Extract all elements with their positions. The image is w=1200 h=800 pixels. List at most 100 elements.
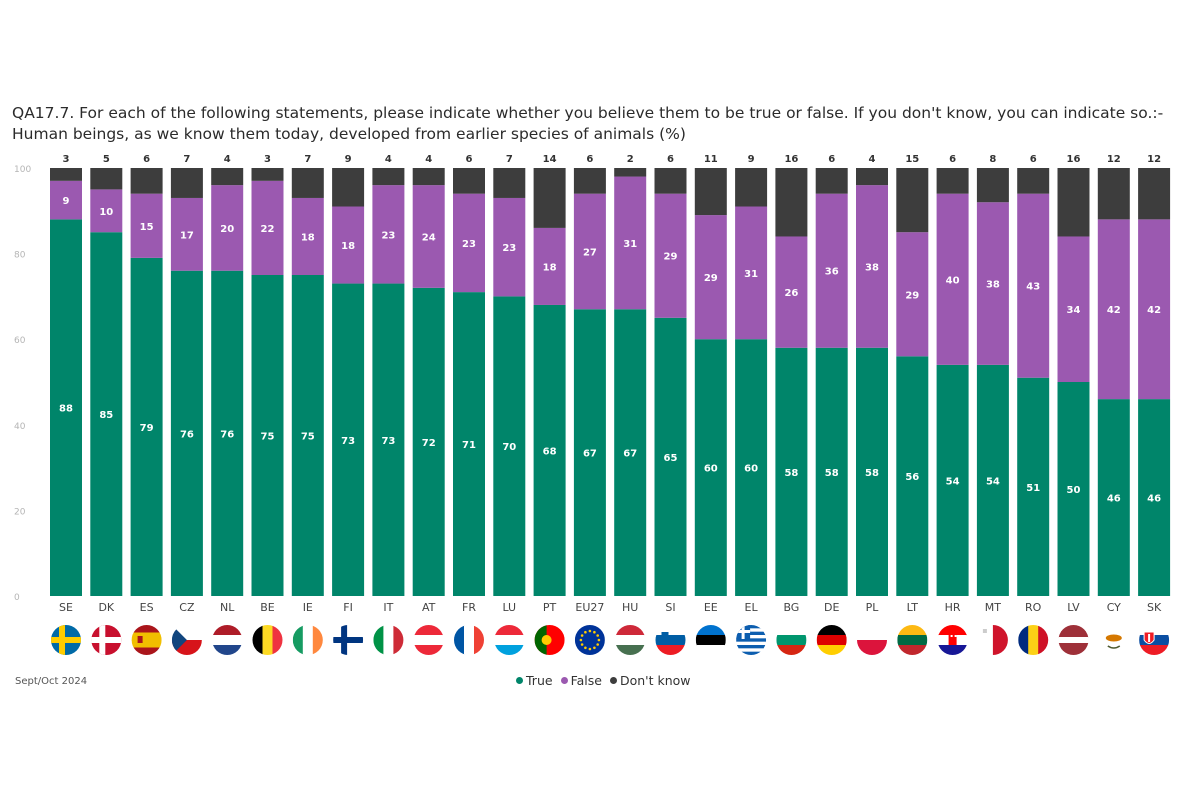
bar-group-bg: 58 26 16 bbox=[775, 154, 808, 596]
bar-false-cy bbox=[1097, 219, 1130, 400]
bar-dont-know-pt bbox=[533, 168, 566, 228]
bar-group-dk: 85 10 5 bbox=[90, 154, 123, 596]
x-tick-label: EE bbox=[704, 601, 718, 614]
x-tick-label: LV bbox=[1067, 601, 1080, 614]
bar-group-se: 88 9 3 bbox=[50, 154, 82, 597]
bar-true-ie bbox=[291, 275, 324, 596]
flag-lt-icon bbox=[897, 625, 928, 655]
bar-group-pl: 58 38 4 bbox=[856, 154, 888, 596]
bar-dont-know-se bbox=[50, 168, 82, 181]
data-label-false: 42 bbox=[1107, 305, 1121, 316]
data-label-true: 50 bbox=[1067, 485, 1081, 496]
x-tick-label: FR bbox=[462, 601, 476, 614]
legend-item-false: False bbox=[560, 673, 602, 688]
data-label-false: 38 bbox=[986, 280, 1000, 291]
bar-true-fi bbox=[332, 283, 365, 596]
flag-lv-icon bbox=[1058, 625, 1089, 655]
x-tick-label: EU27 bbox=[575, 601, 604, 614]
data-label-dont-know: 7 bbox=[304, 154, 311, 165]
x-axis: SE DK ES CZ NL BE IE FI IT AT FR LU PT EU27 HU SI EE EL BG… bbox=[59, 601, 1162, 614]
x-tick-label: PT bbox=[543, 601, 557, 614]
bar-dont-know-be bbox=[251, 168, 284, 181]
bar-group-mt: 54 38 8 bbox=[976, 154, 1009, 596]
x-tick-label: IT bbox=[383, 601, 393, 614]
bar-false-hu bbox=[614, 176, 647, 310]
x-tick-label: EL bbox=[745, 601, 759, 614]
bar-dont-know-mt bbox=[976, 168, 1009, 203]
x-tick-label: SI bbox=[665, 601, 675, 614]
data-label-false: 36 bbox=[825, 267, 839, 278]
bar-group-eu27: 67 27 6 bbox=[573, 154, 606, 596]
bar-dont-know-sk bbox=[1138, 168, 1171, 220]
bar-dont-know-at bbox=[412, 168, 445, 186]
data-label-dont-know: 6 bbox=[949, 154, 956, 165]
bar-group-hu: 67 31 2 bbox=[614, 154, 647, 596]
data-label-false: 43 bbox=[1026, 282, 1040, 293]
bar-group-lv: 50 34 16 bbox=[1057, 154, 1090, 596]
bar-group-es: 79 15 6 bbox=[130, 154, 163, 596]
data-label-false: 29 bbox=[905, 290, 919, 301]
data-label-dont-know: 16 bbox=[784, 154, 798, 165]
bar-dont-know-nl bbox=[211, 168, 244, 186]
legend-swatch-false bbox=[560, 677, 568, 684]
bar-group-cy: 46 42 12 bbox=[1097, 154, 1130, 596]
bar-true-at bbox=[412, 287, 445, 596]
flag-ro-icon bbox=[1018, 625, 1049, 655]
bar-false-fi bbox=[332, 206, 365, 284]
data-label-true: 72 bbox=[422, 438, 436, 449]
bar-false-eu27 bbox=[573, 193, 606, 310]
bar-true-cy bbox=[1097, 399, 1130, 596]
flag-nl-icon bbox=[212, 625, 243, 655]
y-tick-label: 0 bbox=[14, 593, 20, 603]
bar-group-ro: 51 43 6 bbox=[1017, 154, 1050, 596]
bar-true-el bbox=[735, 339, 768, 596]
data-label-dont-know: 6 bbox=[143, 154, 150, 165]
data-label-dont-know: 4 bbox=[425, 154, 432, 165]
x-tick-label: CY bbox=[1107, 601, 1121, 614]
flag-cz-icon bbox=[171, 625, 202, 655]
bar-group-hr: 54 40 6 bbox=[936, 154, 969, 596]
data-label-dont-know: 16 bbox=[1067, 154, 1081, 165]
flag-cy-icon bbox=[1098, 625, 1129, 655]
bar-true-eu27 bbox=[573, 309, 606, 596]
data-label-false: 31 bbox=[623, 239, 637, 250]
data-label-dont-know: 8 bbox=[989, 154, 996, 165]
bar-group-ee: 60 29 11 bbox=[694, 154, 727, 596]
data-label-true: 79 bbox=[140, 423, 154, 434]
legend-item-dont-know: Don't know bbox=[609, 673, 691, 688]
bar-group-sk: 46 42 12 bbox=[1138, 154, 1171, 596]
x-tick-label: DK bbox=[98, 601, 114, 614]
data-label-true: 60 bbox=[744, 464, 758, 475]
bar-group-nl: 76 20 4 bbox=[211, 154, 244, 596]
bar-dont-know-de bbox=[815, 168, 848, 194]
bar-true-es bbox=[130, 257, 163, 596]
data-label-true: 71 bbox=[462, 440, 476, 451]
data-label-true: 51 bbox=[1026, 483, 1040, 494]
bar-true-se bbox=[50, 219, 82, 597]
legend-label-false: False bbox=[570, 673, 602, 688]
legend-label-true: True bbox=[526, 673, 553, 688]
source-date: Sept/Oct 2024 bbox=[15, 676, 88, 687]
x-tick-label: LU bbox=[502, 601, 516, 614]
flag-se-icon bbox=[51, 625, 81, 655]
data-label-true: 67 bbox=[583, 449, 597, 460]
y-tick-label: 100 bbox=[14, 165, 31, 175]
data-label-dont-know: 5 bbox=[103, 154, 110, 165]
data-label-true: 67 bbox=[623, 449, 637, 460]
x-tick-label: HU bbox=[622, 601, 638, 614]
data-label-true: 58 bbox=[825, 468, 839, 479]
data-label-false: 15 bbox=[140, 222, 154, 233]
data-label-dont-know: 9 bbox=[345, 154, 352, 165]
data-label-false: 42 bbox=[1147, 305, 1161, 316]
x-tick-label: BE bbox=[260, 601, 275, 614]
bar-false-ee bbox=[694, 215, 727, 340]
bar-false-es bbox=[130, 193, 163, 258]
data-label-true: 65 bbox=[664, 453, 678, 464]
flag-dk-icon bbox=[91, 625, 122, 655]
chart-title: QA17.7. For each of the following statem… bbox=[12, 104, 1164, 143]
data-label-true: 68 bbox=[543, 446, 557, 457]
data-label-dont-know: 9 bbox=[748, 154, 755, 165]
data-label-dont-know: 3 bbox=[63, 154, 70, 165]
legend-swatch-dont-know bbox=[609, 677, 617, 684]
